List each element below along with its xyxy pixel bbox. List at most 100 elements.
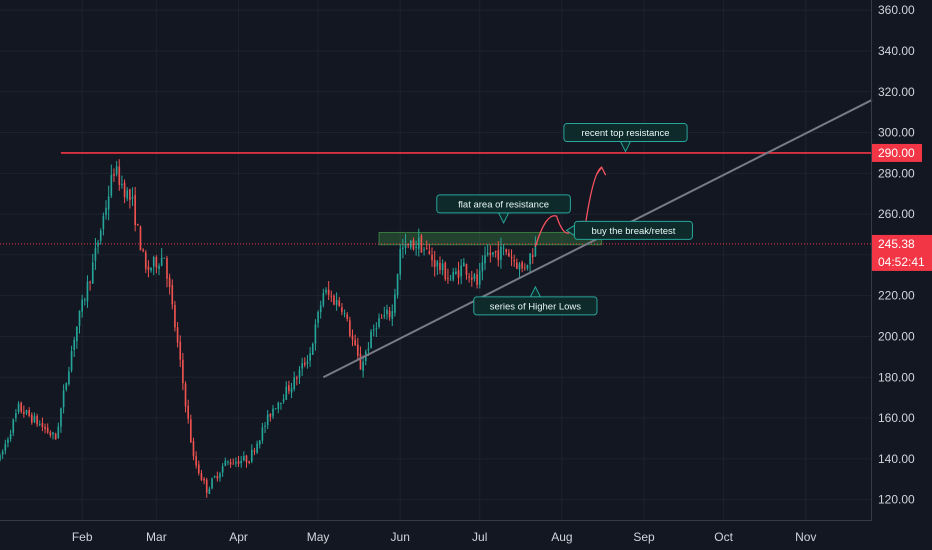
candle-body[interactable] <box>415 246 417 249</box>
candle-body[interactable] <box>327 289 330 295</box>
candle-body[interactable] <box>420 235 423 253</box>
candle-body[interactable] <box>115 166 118 175</box>
candle-body[interactable] <box>68 371 70 385</box>
candle-body[interactable] <box>301 363 303 369</box>
candle-body[interactable] <box>306 361 309 364</box>
candle-body[interactable] <box>113 174 115 176</box>
candle-body[interactable] <box>227 461 229 463</box>
candle-body[interactable] <box>359 353 362 370</box>
candle-body[interactable] <box>423 249 425 251</box>
candle-body[interactable] <box>102 216 105 229</box>
candle-body[interactable] <box>494 250 497 253</box>
candle-body[interactable] <box>197 464 200 474</box>
candle-body[interactable] <box>57 426 60 438</box>
candle-body[interactable] <box>378 318 380 327</box>
candle-body[interactable] <box>394 294 396 313</box>
candle-body[interactable] <box>221 466 224 473</box>
candle-body[interactable] <box>417 237 420 249</box>
candle-body[interactable] <box>362 361 364 371</box>
candle-body[interactable] <box>190 419 192 443</box>
candle-body[interactable] <box>470 277 473 280</box>
candle-body[interactable] <box>94 247 97 261</box>
candle-body[interactable] <box>213 476 216 478</box>
candle-body[interactable] <box>171 285 174 305</box>
candle-body[interactable] <box>465 264 468 275</box>
candle-body[interactable] <box>356 344 359 356</box>
candle-body[interactable] <box>486 252 489 255</box>
candle-body[interactable] <box>25 410 28 414</box>
candle-body[interactable] <box>433 259 436 267</box>
candle-body[interactable] <box>325 289 327 293</box>
annotation-callout[interactable]: flat area of resistance <box>436 194 571 225</box>
candle-body[interactable] <box>481 262 484 272</box>
candle-body[interactable] <box>155 257 158 268</box>
candle-body[interactable] <box>205 479 208 493</box>
candle-body[interactable] <box>492 252 494 255</box>
candle-body[interactable] <box>258 440 261 445</box>
candle-body[interactable] <box>240 460 243 464</box>
candle-body[interactable] <box>516 262 518 269</box>
candle-body[interactable] <box>28 409 30 416</box>
candle-body[interactable] <box>245 455 248 463</box>
candle-body[interactable] <box>367 348 370 351</box>
candle-body[interactable] <box>192 441 195 457</box>
candle-body[interactable] <box>179 341 182 360</box>
candle-body[interactable] <box>296 377 298 379</box>
candle-body[interactable] <box>354 339 356 346</box>
candle-body[interactable] <box>311 343 314 355</box>
candle-body[interactable] <box>99 230 102 241</box>
candle-body[interactable] <box>131 197 134 199</box>
candle-body[interactable] <box>144 252 147 269</box>
candle-body[interactable] <box>298 369 301 378</box>
candle-body[interactable] <box>290 388 293 393</box>
candle-body[interactable] <box>513 260 516 262</box>
candle-body[interactable] <box>54 433 57 440</box>
candle-body[interactable] <box>253 450 256 452</box>
candle-body[interactable] <box>319 305 322 313</box>
candle-body[interactable] <box>500 246 502 260</box>
candle-body[interactable] <box>489 252 492 256</box>
candle-body[interactable] <box>457 270 460 278</box>
candle-body[interactable] <box>341 307 343 312</box>
candle-body[interactable] <box>121 183 123 185</box>
candle-body[interactable] <box>502 247 505 249</box>
candle-body[interactable] <box>73 339 76 350</box>
candle-body[interactable] <box>505 249 508 253</box>
candle-body[interactable] <box>335 299 338 306</box>
candle-body[interactable] <box>211 478 213 489</box>
candle-body[interactable] <box>89 281 91 283</box>
candle-body[interactable] <box>184 383 187 407</box>
candle-body[interactable] <box>91 262 94 284</box>
candle-body[interactable] <box>468 276 470 278</box>
candle-body[interactable] <box>343 312 346 314</box>
candle-body[interactable] <box>412 240 415 250</box>
candle-body[interactable] <box>256 443 258 453</box>
candle-body[interactable] <box>370 331 372 349</box>
candle-body[interactable] <box>41 423 44 428</box>
candle-body[interactable] <box>166 258 168 279</box>
candle-body[interactable] <box>372 329 375 331</box>
candle-body[interactable] <box>15 413 17 419</box>
candle-body[interactable] <box>174 304 176 328</box>
candle-body[interactable] <box>309 353 311 361</box>
candle-body[interactable] <box>473 274 476 280</box>
candle-body[interactable] <box>137 224 139 226</box>
candle-body[interactable] <box>248 461 250 463</box>
candle-body[interactable] <box>168 277 171 287</box>
candle-body[interactable] <box>402 247 404 250</box>
candle-body[interactable] <box>78 310 81 326</box>
candle-body[interactable] <box>444 262 447 280</box>
candle-body[interactable] <box>261 427 264 441</box>
candle-body[interactable] <box>526 264 529 269</box>
candle-body[interactable] <box>280 402 282 404</box>
candle-body[interactable] <box>36 416 38 425</box>
candle-body[interactable] <box>17 403 20 412</box>
candle-body[interactable] <box>70 351 73 371</box>
candle-body[interactable] <box>176 327 179 343</box>
candle-body[interactable] <box>436 261 439 267</box>
candle-body[interactable] <box>123 182 126 198</box>
candle-body[interactable] <box>409 240 412 248</box>
candle-body[interactable] <box>330 295 333 297</box>
candle-body[interactable] <box>38 424 41 426</box>
candle-body[interactable] <box>463 262 465 267</box>
